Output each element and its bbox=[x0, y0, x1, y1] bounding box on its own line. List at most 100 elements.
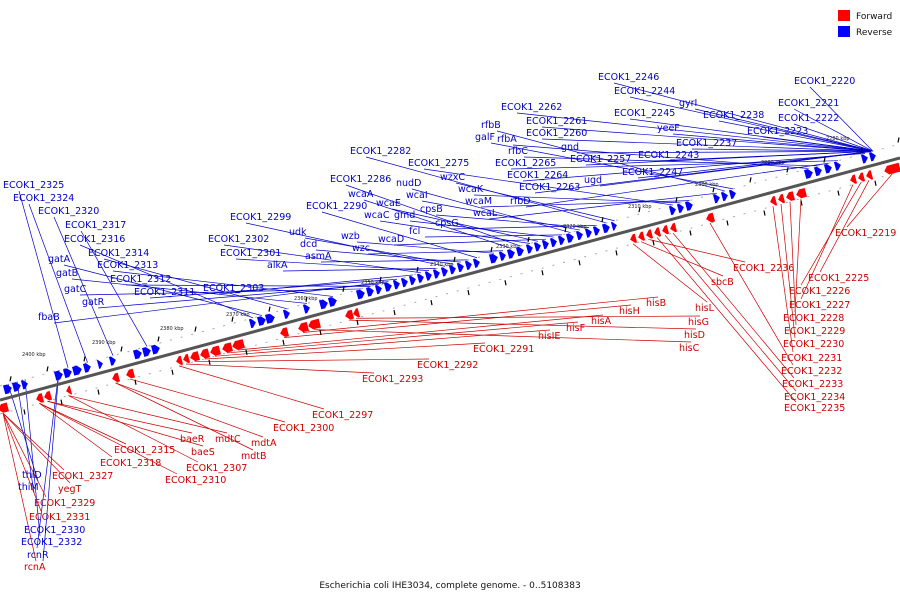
reverse-gene-arrow bbox=[668, 205, 676, 216]
reverse-gene-label: ECOK1_2325 bbox=[3, 180, 64, 191]
gene-leader-line bbox=[488, 192, 718, 220]
axis-tick-lower bbox=[23, 409, 26, 415]
gene-leader-line bbox=[47, 400, 204, 447]
gene-leader-line bbox=[599, 150, 874, 187]
gene-leader-line bbox=[653, 150, 874, 162]
reverse-gene-arrow bbox=[525, 244, 533, 254]
forward-gene-label: ECOK1_2307 bbox=[186, 463, 247, 474]
forward-gene-arrow bbox=[200, 348, 211, 359]
forward-gene-label: hisC bbox=[679, 343, 700, 354]
reverse-gene-arrow bbox=[365, 287, 374, 297]
reverse-gene-arrow bbox=[584, 228, 592, 238]
reverse-gene-arrow bbox=[374, 285, 382, 295]
axis-tick-lower bbox=[393, 309, 396, 316]
axis-tick-upper bbox=[416, 266, 419, 272]
gene-labels: ECOK1_2325 ECOK1_2324 ECOK1_2320 ECOK1_2317… bbox=[3, 72, 896, 573]
gene-leader-line bbox=[321, 211, 478, 259]
reverse-gene-label: wcaM bbox=[465, 196, 492, 207]
gene-leader-line bbox=[780, 203, 796, 339]
forward-gene-label: ECOK1_2297 bbox=[312, 410, 373, 421]
gene-leader-line bbox=[450, 225, 598, 230]
forward-gene-arrow bbox=[345, 309, 355, 320]
axis-tick-lower bbox=[504, 280, 507, 286]
forward-gene-label: hisH bbox=[619, 306, 640, 317]
gene-leader-line bbox=[214, 329, 551, 357]
forward-gene-arrow bbox=[353, 308, 361, 318]
axis-tick-lower bbox=[97, 389, 100, 395]
reverse-gene-arrow bbox=[150, 344, 160, 355]
reverse-gene-arrow bbox=[248, 318, 256, 329]
genome-axis: 2400 kbp 2390 kbp 2380 kbp 2370 kbp 2360 kbp… bbox=[0, 136, 900, 415]
reverse-gene-label: ECOK1_2282 bbox=[350, 146, 411, 157]
reverse-gene-label: gyrI bbox=[679, 98, 697, 109]
reverse-gene-label: wzxC bbox=[440, 172, 465, 183]
reverse-gene-label: nudD bbox=[396, 178, 421, 189]
axis-tick-lower bbox=[282, 339, 285, 346]
reverse-gene-label: ECOK1_2247 bbox=[622, 167, 683, 178]
axis-tick-upper bbox=[453, 256, 456, 263]
forward-gene-label: mdtB bbox=[241, 451, 267, 462]
reverse-gene-label: ECOK1_2222 bbox=[778, 113, 839, 124]
forward-strand-guide bbox=[0, 171, 900, 415]
gene-leader-line bbox=[2, 412, 65, 471]
reverse-gene-arrow bbox=[464, 260, 472, 271]
forward-gene-label: ECOK1_2232 bbox=[781, 366, 842, 377]
reverse-gene-label: wcaL bbox=[473, 208, 498, 219]
reverse-gene-label: wcaE bbox=[376, 198, 401, 209]
reverse-gene-arrow bbox=[416, 273, 424, 283]
forward-gene-arrow bbox=[66, 385, 73, 395]
axis-tick-lower bbox=[800, 200, 803, 206]
reverse-gene-arrow bbox=[533, 242, 541, 252]
gene-leader-line bbox=[789, 201, 797, 326]
reverse-gene-label: ECOK1_2311 bbox=[134, 287, 195, 298]
axis-tick-lower bbox=[134, 379, 137, 385]
gene-leader-line bbox=[320, 259, 470, 263]
gene-leader-line bbox=[39, 403, 127, 445]
gene-leader-line bbox=[204, 342, 486, 360]
gene-leader-line bbox=[226, 321, 579, 354]
gene-arrows bbox=[0, 152, 900, 413]
gene-leader-line bbox=[640, 241, 724, 277]
gene-leader-line bbox=[36, 370, 60, 549]
gene-leader-line bbox=[393, 238, 547, 246]
reverse-gene-arrow bbox=[392, 280, 400, 290]
reverse-gene-arrow bbox=[355, 289, 365, 300]
forward-gene-label: hisB bbox=[646, 298, 666, 309]
scale-tick-label: 2350 kbp bbox=[361, 280, 385, 286]
axis-tick-upper bbox=[490, 246, 493, 253]
gene-leader-line bbox=[115, 382, 264, 438]
reverse-gene-label: asmA bbox=[305, 251, 332, 262]
forward-gene-label: hisD bbox=[684, 330, 705, 341]
reverse-gene-label: dcd bbox=[300, 239, 317, 250]
gene-leader-line bbox=[367, 250, 504, 255]
reverse-gene-label: ECOK1_2299 bbox=[230, 212, 291, 223]
reverse-gene-label: ECOK1_2243 bbox=[638, 150, 699, 161]
forward-gene-label: baeR bbox=[180, 434, 205, 445]
map-title: Escherichia coli IHE3034, complete genom… bbox=[319, 581, 580, 591]
axis-tick-upper bbox=[157, 336, 160, 342]
scale-tick-label: 2380 kbp bbox=[160, 326, 184, 332]
gene-leader-line bbox=[846, 173, 893, 228]
forward-gene-arrow bbox=[850, 174, 858, 184]
axis-tick-lower bbox=[356, 319, 359, 326]
reverse-gene-arrow bbox=[506, 249, 515, 259]
axis-tick-upper bbox=[231, 316, 234, 322]
forward-gene-label: ECOK1_2327 bbox=[52, 471, 113, 482]
reverse-gene-arrow bbox=[256, 316, 266, 326]
axis-tick-lower bbox=[578, 260, 581, 266]
reverse-gene-label: wcaI bbox=[406, 190, 428, 201]
forward-gene-arrow bbox=[670, 222, 678, 233]
reverse-gene-label: alkA bbox=[267, 260, 288, 271]
reverse-gene-arrow bbox=[728, 189, 736, 200]
reverse-gene-label: gnd bbox=[561, 142, 579, 153]
reverse-gene-arrow bbox=[498, 251, 506, 261]
reverse-gene-label: ECOK1_2313 bbox=[97, 260, 158, 271]
reverse-gene-arrow bbox=[610, 221, 617, 231]
gene-leader-line bbox=[423, 168, 674, 206]
axis-tick-lower bbox=[615, 250, 618, 256]
axis-tick-lower bbox=[874, 180, 877, 186]
gene-leader-line bbox=[694, 108, 874, 152]
axis-tick-lower bbox=[689, 230, 692, 236]
gene-leader-line bbox=[28, 203, 88, 363]
forward-gene-arrow bbox=[126, 368, 136, 379]
